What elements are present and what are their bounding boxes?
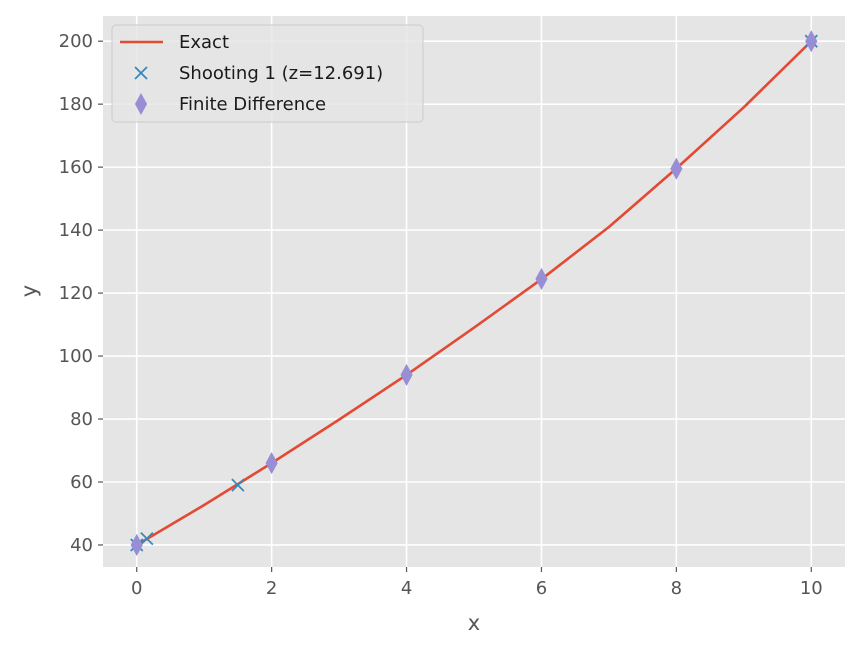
x-tick-label: 4 bbox=[401, 578, 412, 599]
y-tick-label: 40 bbox=[70, 535, 93, 556]
finite-difference-point bbox=[535, 267, 548, 290]
x-axis-label: x bbox=[468, 611, 480, 635]
series-line-exact bbox=[136, 40, 813, 547]
y-ticks: 40 60 80 100 120 140 160 180 200 bbox=[59, 31, 103, 556]
finite-difference-point bbox=[130, 533, 143, 556]
x-marker-stroke bbox=[140, 532, 154, 546]
legend-label: Exact bbox=[179, 32, 229, 53]
y-tick-label: 160 bbox=[59, 157, 93, 178]
finite-difference-point bbox=[670, 157, 683, 180]
y-tick-label: 140 bbox=[59, 220, 93, 241]
finite-difference-point bbox=[400, 363, 413, 386]
x-marker-stroke bbox=[231, 478, 245, 492]
shooting-point bbox=[231, 478, 245, 492]
legend-label: Shooting 1 (z=12.691) bbox=[179, 63, 383, 84]
legend-frame bbox=[111, 24, 424, 123]
x-tick-label: 0 bbox=[131, 578, 142, 599]
series-layer bbox=[130, 30, 818, 556]
x-marker-stroke bbox=[134, 66, 148, 80]
finite-difference-point bbox=[805, 30, 818, 53]
legend-swatch-x bbox=[134, 66, 148, 80]
y-tick-label: 120 bbox=[59, 283, 93, 304]
legend: Exact Shooting 1 (z=12.691) Finite Differe… bbox=[111, 24, 424, 123]
y-tick-label: 60 bbox=[70, 472, 93, 493]
y-tick-label: 180 bbox=[59, 94, 93, 115]
x-tick-label: 10 bbox=[800, 578, 823, 599]
legend-label: Finite Difference bbox=[179, 94, 326, 115]
legend-swatch-diamond bbox=[134, 92, 148, 116]
finite-difference-point bbox=[265, 452, 278, 475]
x-tick-label: 6 bbox=[536, 578, 547, 599]
x-tick-label: 8 bbox=[671, 578, 682, 599]
y-axis-label: y bbox=[17, 285, 41, 297]
x-ticks: 0 2 4 6 8 10 bbox=[131, 567, 823, 599]
x-tick-label: 2 bbox=[266, 578, 277, 599]
shooting-point bbox=[140, 532, 154, 546]
y-tick-label: 80 bbox=[70, 409, 93, 430]
y-tick-label: 100 bbox=[59, 346, 93, 367]
y-tick-label: 200 bbox=[59, 31, 93, 52]
